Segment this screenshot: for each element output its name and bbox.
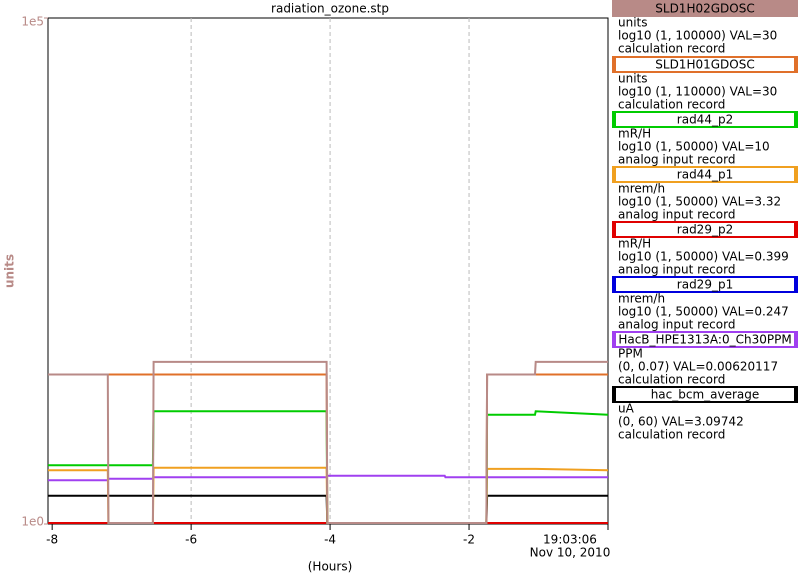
legend-name: rad29_p1 xyxy=(677,278,733,292)
x-tick-label: 19:03:06 xyxy=(543,533,597,547)
x-axis-label: (Hours) xyxy=(308,560,353,574)
legend-edge xyxy=(612,0,616,17)
legend-record: analog input record xyxy=(618,208,735,222)
legend-range: log10 (1, 50000) VAL=0.247 xyxy=(618,305,789,319)
legend-edge xyxy=(612,386,616,403)
series-line xyxy=(48,474,608,482)
legend-edge xyxy=(612,331,616,348)
legend-record: calculation record xyxy=(618,373,725,387)
date-label: Nov 10, 2010 xyxy=(530,546,611,560)
y-axis-label: units xyxy=(3,254,17,288)
legend-edge xyxy=(612,111,616,128)
legend-name: hac_bcm_average xyxy=(651,388,760,402)
legend-record: analog input record xyxy=(618,318,735,332)
legend-units: units xyxy=(618,16,648,30)
legend-record: calculation record xyxy=(618,428,725,442)
legend-edge xyxy=(794,56,798,73)
legend-units: mR/H xyxy=(618,237,651,251)
legend-edge xyxy=(612,221,616,238)
plot-area xyxy=(47,17,609,525)
legend-record: calculation record xyxy=(618,42,725,56)
legend-name: rad44_p1 xyxy=(677,168,733,182)
x-tick-label: -8 xyxy=(46,533,58,547)
x-tick-label: -4 xyxy=(324,533,336,547)
legend-entry[interactable]: hac_bcm_average uA(0, 60) VAL=3.09742calc… xyxy=(612,386,798,442)
legend-name: SLD1H01GDOSC xyxy=(655,58,754,72)
legend-units: uA xyxy=(618,402,635,416)
legend-name: rad29_p2 xyxy=(677,223,733,237)
x-tick-label: -6 xyxy=(185,533,197,547)
legend-name: HacB_HPE1313A:0_Ch30PPM xyxy=(618,333,791,347)
legend-units: PPM xyxy=(618,347,643,361)
legend-record: calculation record xyxy=(618,98,725,112)
legend-range: log10 (1, 50000) VAL=10 xyxy=(618,140,770,154)
x-tick-label: -2 xyxy=(463,533,475,547)
legend-name: SLD1H02GDOSC xyxy=(655,2,754,16)
legend-name: rad44_p2 xyxy=(677,113,733,127)
legend-edge xyxy=(794,0,798,17)
legend-edge xyxy=(794,221,798,238)
legend-units: mR/H xyxy=(618,127,651,141)
legend-edge xyxy=(794,166,798,183)
legend-range: log10 (1, 50000) VAL=0.399 xyxy=(618,250,789,264)
legend-record: analog input record xyxy=(618,153,735,167)
legend-range: log10 (1, 100000) VAL=30 xyxy=(618,29,777,43)
legend-units: mrem/h xyxy=(618,292,665,306)
series-line xyxy=(48,360,608,524)
legend-range: log10 (1, 110000) VAL=30 xyxy=(618,85,777,99)
chart-title: radiation_ozone.stp xyxy=(271,2,389,16)
legend-edge xyxy=(612,56,616,73)
legend-edge xyxy=(612,276,616,293)
legend-units: units xyxy=(618,72,648,86)
legend-edge xyxy=(794,331,798,348)
legend-range: log10 (1, 50000) VAL=3.32 xyxy=(618,195,781,209)
legend-edge xyxy=(612,166,616,183)
legend-edge xyxy=(794,111,798,128)
y-tick-label: 1e5 xyxy=(21,15,44,29)
legend-edge xyxy=(794,386,798,403)
legend-units: mrem/h xyxy=(618,182,665,196)
legend-record: analog input record xyxy=(618,263,735,277)
legend-range: (0, 0.07) VAL=0.00620117 xyxy=(618,360,778,374)
legend-edge xyxy=(794,276,798,293)
y-tick-label: 1e0 xyxy=(21,515,44,529)
legend-range: (0, 60) VAL=3.09742 xyxy=(618,415,744,429)
